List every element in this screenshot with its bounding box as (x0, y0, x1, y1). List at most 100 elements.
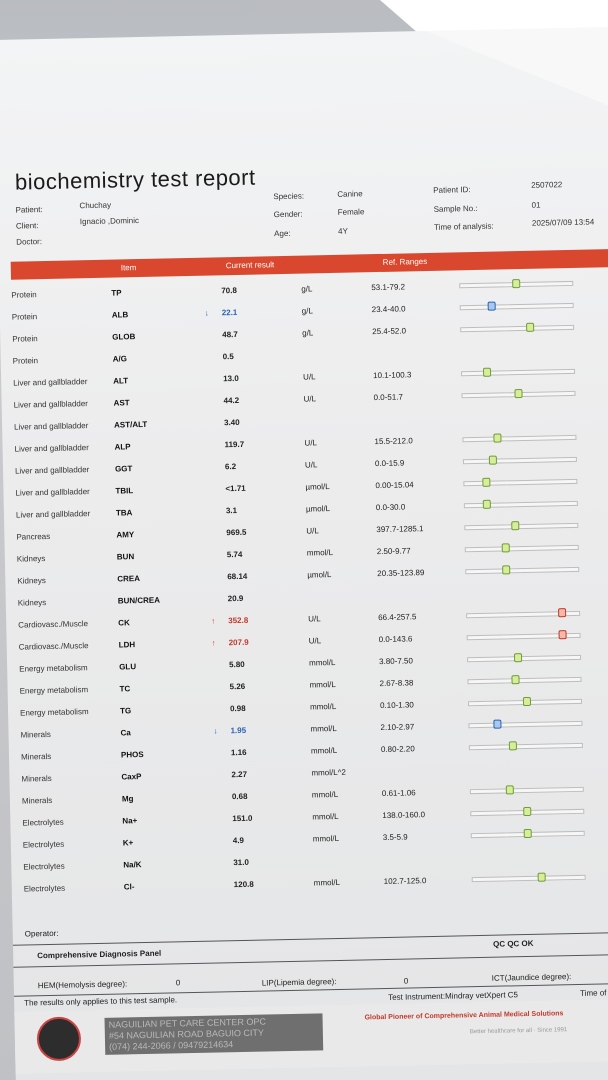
row-unit (302, 342, 372, 365)
row-value: <1.71 (225, 483, 246, 493)
range-marker (505, 784, 515, 794)
row-range: 0.0-51.7 (373, 392, 404, 402)
row-value: 352.8 (228, 615, 249, 625)
row-section: Liver and gallbladder (15, 508, 91, 520)
range-bar (467, 674, 582, 684)
row-range: 0.80-2.20 (380, 743, 415, 754)
row-range-bar-cell (456, 513, 608, 538)
row-flag (194, 433, 224, 456)
col-result: Current result (225, 260, 275, 271)
client-value: Ignacio ,Dominic (79, 216, 140, 227)
row-flag (201, 741, 231, 764)
row-range-bar-cell (455, 469, 608, 494)
row-section: Liver and gallbladder (13, 376, 88, 388)
row-item: GLU (119, 661, 137, 672)
row-range: 138.0-160.0 (382, 809, 426, 820)
row-item: GLOB (112, 331, 136, 342)
range-marker (558, 629, 567, 639)
range-bar (463, 499, 578, 509)
row-value: 44.2 (223, 395, 240, 405)
row-range: 3.5-5.9 (382, 832, 408, 842)
row-unit (304, 408, 374, 431)
row-unit: U/L (303, 393, 317, 404)
row-range-bar-cell (460, 689, 608, 714)
row-flag (204, 873, 234, 896)
patient-value: Chuchay (79, 200, 112, 211)
row-flag (191, 279, 221, 302)
row-section: Cardiovasc./Muscle (18, 618, 89, 630)
col-ranges: Ref. Ranges (382, 256, 428, 267)
range-bar (459, 301, 574, 311)
range-marker (558, 607, 567, 617)
range-bar (467, 696, 583, 706)
qc-status: QC QC OK (492, 938, 534, 949)
row-range-bar-cell (462, 777, 608, 802)
row-flag: ↓ (204, 308, 209, 318)
range-marker (511, 674, 520, 684)
row-section: Liver and gallbladder (14, 420, 89, 432)
row-item: AST/ALT (113, 419, 148, 430)
row-flag (193, 367, 223, 390)
row-item: AMY (116, 529, 135, 540)
range-marker (502, 564, 511, 574)
row-flag (203, 851, 233, 874)
row-item: Ca (120, 727, 131, 738)
row-range-bar-cell (456, 491, 608, 516)
time-of-print-label: Time of Pri (580, 988, 608, 998)
row-value: 3.1 (225, 505, 238, 515)
row-flag (197, 565, 227, 588)
row-range (377, 582, 457, 606)
row-flag (195, 477, 225, 500)
row-unit: mmol/L (309, 679, 336, 690)
row-item: BUN (116, 551, 135, 562)
row-range: 0.00-15.04 (375, 479, 414, 490)
row-value: 1.95 (230, 725, 247, 735)
row-item: CK (118, 617, 130, 628)
row-value: 0.5 (222, 351, 234, 361)
row-value: 5.74 (226, 549, 243, 559)
row-range (374, 406, 454, 430)
range-marker (537, 872, 547, 882)
row-item: TBIL (115, 485, 134, 496)
doctor-label: Doctor: (16, 237, 43, 247)
row-unit: U/L (304, 437, 318, 448)
row-unit: µmol/L (307, 569, 332, 580)
range-bar (466, 629, 581, 640)
row-unit: mmol/L (312, 811, 339, 822)
row-range: 23.4-40.0 (371, 303, 406, 314)
time-value: 2025/07/09 13:54 (531, 217, 595, 228)
row-range (381, 758, 461, 782)
row-item: ALP (114, 441, 131, 452)
row-value: 6.2 (224, 461, 237, 471)
row-section: Energy metabolism (19, 662, 88, 674)
row-item: TC (119, 683, 131, 694)
row-range-bar-cell (460, 711, 608, 736)
row-value: 0.68 (231, 791, 248, 801)
row-unit: mmol/L (309, 701, 337, 712)
range-marker (482, 477, 491, 487)
row-flag (193, 389, 223, 412)
row-item: Na/K (123, 859, 142, 869)
row-range (372, 340, 452, 364)
row-range-bar-cell (454, 403, 608, 428)
row-range: 66.4-257.5 (378, 611, 417, 622)
row-unit: mmol/L (313, 877, 341, 887)
row-value: 3.40 (223, 417, 240, 427)
row-unit: mmol/L (312, 833, 340, 843)
row-range-bar-cell (452, 315, 608, 340)
row-section: Liver and gallbladder (14, 464, 90, 476)
row-range: 15.5-212.0 (374, 435, 413, 446)
row-unit (313, 848, 383, 871)
row-range-bar-cell (462, 799, 608, 824)
row-section: Minerals (20, 729, 51, 740)
row-flag (192, 345, 222, 368)
row-flag: ↑ (211, 615, 216, 626)
row-range-bar-cell (454, 425, 608, 450)
range-marker (523, 828, 532, 838)
operator-label: Operator: (24, 928, 59, 939)
row-item: GGT (114, 463, 133, 474)
row-range-bar-cell (458, 601, 608, 626)
report-title: biochemistry test report (14, 164, 256, 195)
row-range-bar-cell (457, 557, 608, 582)
